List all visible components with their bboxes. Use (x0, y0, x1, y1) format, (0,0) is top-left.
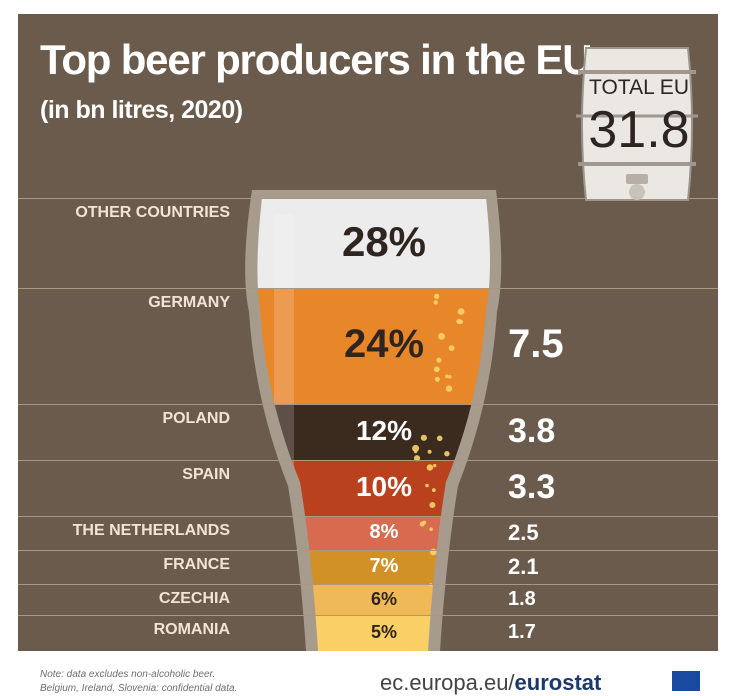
bubble (448, 345, 455, 351)
value-label: 2.1 (508, 553, 539, 579)
infographic-panel: Top beer producers in the EU (in bn litr… (18, 14, 718, 651)
total-eu-value: 31.8 (588, 101, 690, 159)
country-label: OTHER COUNTRIES (75, 204, 230, 221)
chart-title: Top beer producers in the EU (40, 36, 593, 83)
bubble (444, 451, 450, 457)
country-label: FRANCE (163, 556, 230, 573)
bubble (445, 385, 453, 392)
bubble (429, 527, 433, 531)
bubble (425, 483, 429, 488)
percent-label: 12% (355, 415, 413, 447)
bubble (431, 488, 436, 492)
bubble (459, 319, 463, 324)
country-label: POLAND (162, 410, 230, 427)
bubble (436, 357, 442, 363)
bubble (422, 520, 427, 525)
percent-label: 10% (355, 471, 413, 503)
value-label: 7.5 (508, 322, 564, 366)
percent-label: 6% (370, 588, 397, 609)
percent-label: 24% (343, 322, 425, 366)
barrel-icon (576, 47, 698, 201)
band-poland (257, 404, 490, 460)
country-label: CZECHIA (158, 590, 230, 607)
bubble (427, 449, 432, 454)
country-label: THE NETHERLANDS (72, 522, 230, 539)
bubble (438, 332, 445, 340)
bubble (445, 374, 449, 379)
bubble (457, 308, 465, 315)
value-label: 1.8 (508, 587, 536, 610)
band-other-countries (257, 198, 490, 288)
percent-label: 7% (369, 555, 399, 577)
chart-subtitle: (in bn litres, 2020) (40, 96, 243, 124)
percent-label: 5% (370, 622, 397, 643)
eu-flag-icon (672, 671, 700, 691)
source-prefix: ec.europa.eu/ (380, 670, 515, 695)
bubble (429, 502, 436, 508)
bubble (433, 300, 438, 305)
value-label: 2.5 (508, 519, 539, 545)
value-label: 1.7 (508, 621, 536, 643)
total-eu-label: TOTAL EU (589, 76, 689, 99)
source-brand: eurostat (514, 670, 602, 695)
bubble (413, 455, 421, 462)
bubble (433, 463, 437, 468)
bubble (434, 376, 440, 382)
bubble (448, 375, 452, 379)
percent-label: 28% (341, 217, 427, 265)
country-label: ROMANIA (153, 621, 230, 638)
footnote-line-2: Belgium, Ireland, Slovenia: confidential… (40, 683, 238, 694)
bubble (426, 464, 434, 471)
source-link[interactable]: ec.europa.eu/eurostat (380, 670, 601, 696)
bubble (412, 444, 420, 452)
footnote: Note: data excludes non-alcoholic beer. … (40, 668, 237, 696)
footnote-line-1: Note: data excludes non-alcoholic beer. (40, 669, 216, 680)
beer-glass-chart (18, 47, 718, 651)
value-label: 3.3 (508, 467, 556, 506)
bubble (420, 434, 427, 441)
percent-label: 8% (369, 521, 399, 543)
country-label: GERMANY (148, 294, 230, 311)
bubble (436, 435, 443, 442)
bubble (433, 366, 440, 373)
country-label: SPAIN (182, 466, 230, 483)
bubble (433, 293, 440, 300)
value-label: 3.8 (508, 411, 556, 450)
